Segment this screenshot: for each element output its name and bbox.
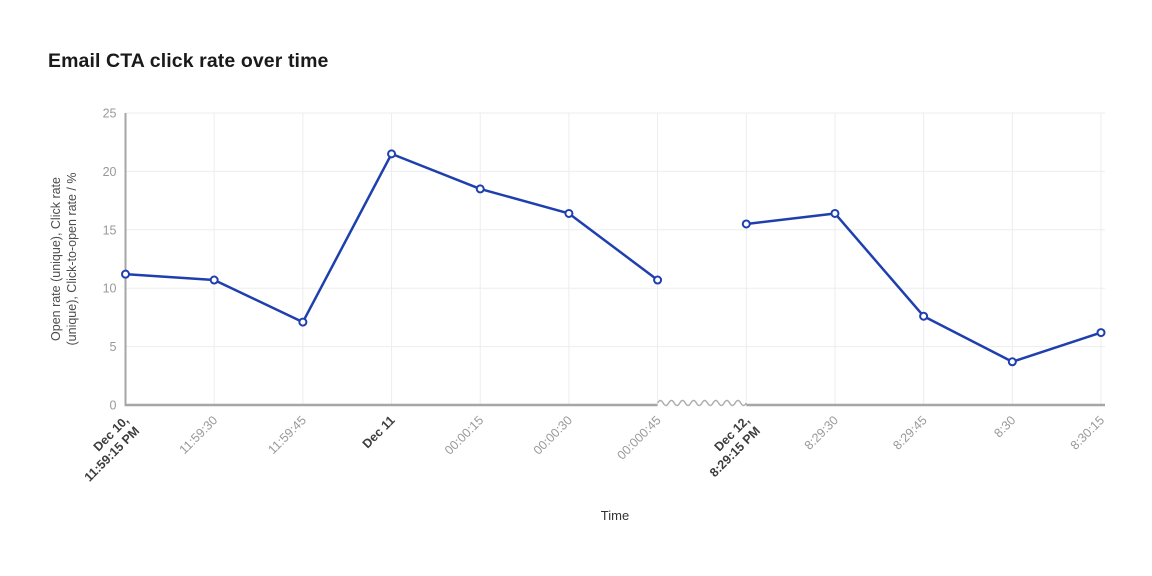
x-tick-label: 8:29:45 — [890, 413, 929, 452]
data-point-marker[interactable] — [121, 269, 130, 279]
chart-title: Email CTA click rate over time — [48, 50, 329, 72]
x-tick-label: 8:30 — [991, 413, 1018, 440]
x-tick-label: 00:000:45 — [614, 413, 663, 462]
y-tick-label: 5 — [110, 340, 117, 354]
data-point-marker[interactable] — [387, 149, 397, 159]
y-tick-label: 20 — [103, 165, 117, 179]
data-point-marker[interactable] — [1096, 328, 1106, 338]
x-tick-label: 11:59:30 — [177, 413, 221, 457]
y-tick-label: 25 — [103, 107, 117, 121]
y-tick-label: 0 — [110, 399, 117, 413]
axis-break-zigzag — [656, 399, 747, 407]
x-tick-label: 11:59:45 — [265, 413, 309, 457]
data-point-marker[interactable] — [1007, 357, 1017, 367]
x-tick-label: Dec 12,8:29:15 PM — [696, 413, 763, 480]
data-point-marker[interactable] — [564, 208, 574, 218]
data-point-marker[interactable] — [919, 311, 929, 321]
data-point-marker[interactable] — [741, 219, 751, 229]
x-tick-label: 00:00:15 — [442, 413, 486, 457]
y-axis-title: Open rate (unique), Click rate (unique), … — [49, 173, 79, 346]
data-point-marker[interactable] — [209, 275, 219, 285]
x-tick-label: Dec 10,11:59:15 PM — [71, 413, 142, 484]
x-tick-label: 8:29:30 — [802, 413, 841, 452]
x-tick-label: 8:30:15 — [1068, 413, 1107, 452]
y-tick-label: 15 — [103, 223, 117, 237]
data-point-marker[interactable] — [653, 275, 663, 285]
data-point-marker[interactable] — [298, 317, 308, 327]
data-point-marker[interactable] — [475, 184, 485, 194]
x-axis-title: Time — [600, 508, 630, 523]
x-tick-label: 00:00:30 — [531, 413, 575, 457]
x-tick-label: Dec 11 — [360, 413, 398, 451]
data-point-marker[interactable] — [830, 208, 840, 218]
y-tick-label: 10 — [103, 282, 117, 296]
